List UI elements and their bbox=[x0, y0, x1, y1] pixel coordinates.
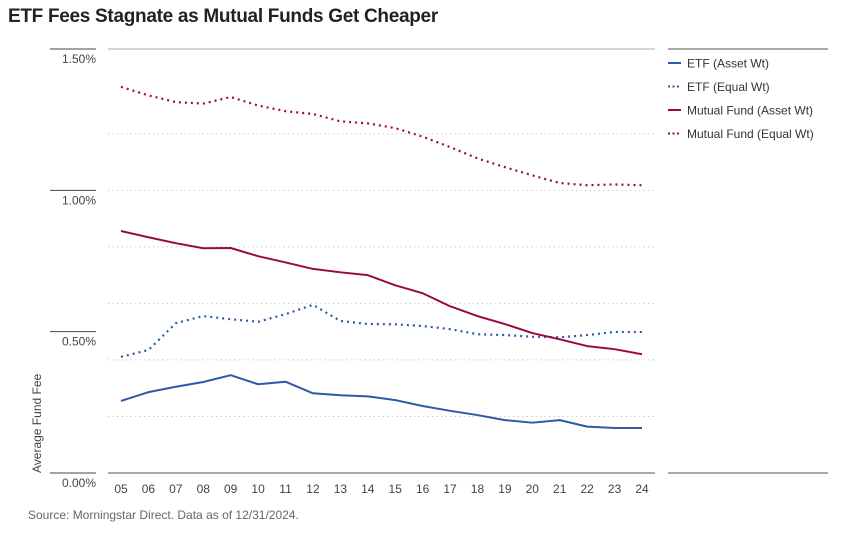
x-tick-label: 09 bbox=[224, 482, 238, 496]
series-line-etf-asset-wt bbox=[120, 374, 642, 430]
x-tick-label: 17 bbox=[443, 482, 457, 496]
series-line-mutual-fund-equal-wt bbox=[120, 85, 643, 187]
x-tick-label: 22 bbox=[580, 482, 594, 496]
x-tick-label: 15 bbox=[389, 482, 403, 496]
x-tick-label: 05 bbox=[114, 482, 128, 496]
x-tick-label: 07 bbox=[169, 482, 183, 496]
x-tick-label: 10 bbox=[251, 482, 265, 496]
series-line-mutual-fund-asset-wt bbox=[120, 230, 643, 356]
x-tick-label: 19 bbox=[498, 482, 512, 496]
x-tick-label: 18 bbox=[471, 482, 485, 496]
x-tick-label: 08 bbox=[197, 482, 211, 496]
x-tick-label: 20 bbox=[526, 482, 540, 496]
x-tick-label: 06 bbox=[142, 482, 156, 496]
x-tick-label: 14 bbox=[361, 482, 375, 496]
y-axis-title: Average Fund Fee bbox=[30, 373, 44, 473]
chart-title: ETF Fees Stagnate as Mutual Funds Get Ch… bbox=[8, 6, 438, 27]
x-tick-label: 16 bbox=[416, 482, 430, 496]
series-line-etf-equal-wt bbox=[120, 303, 642, 358]
legend-label: Mutual Fund (Asset Wt) bbox=[687, 104, 813, 118]
x-tick-label: 24 bbox=[635, 482, 649, 496]
x-tick-label: 13 bbox=[334, 482, 348, 496]
x-tick-label: 12 bbox=[306, 482, 320, 496]
y-tick-label: 0.00% bbox=[62, 476, 96, 490]
legend-label: ETF (Equal Wt) bbox=[687, 80, 770, 94]
legend-label: ETF (Asset Wt) bbox=[687, 57, 769, 71]
y-tick-label: 1.50% bbox=[62, 52, 96, 66]
source-note: Source: Morningstar Direct. Data as of 1… bbox=[28, 508, 299, 522]
x-tick-label: 11 bbox=[279, 482, 292, 496]
x-tick-label: 23 bbox=[608, 482, 622, 496]
y-tick-label: 1.00% bbox=[62, 193, 96, 207]
y-tick-label: 0.50% bbox=[62, 335, 96, 349]
legend-label: Mutual Fund (Equal Wt) bbox=[687, 127, 814, 141]
x-tick-label: 21 bbox=[553, 482, 567, 496]
